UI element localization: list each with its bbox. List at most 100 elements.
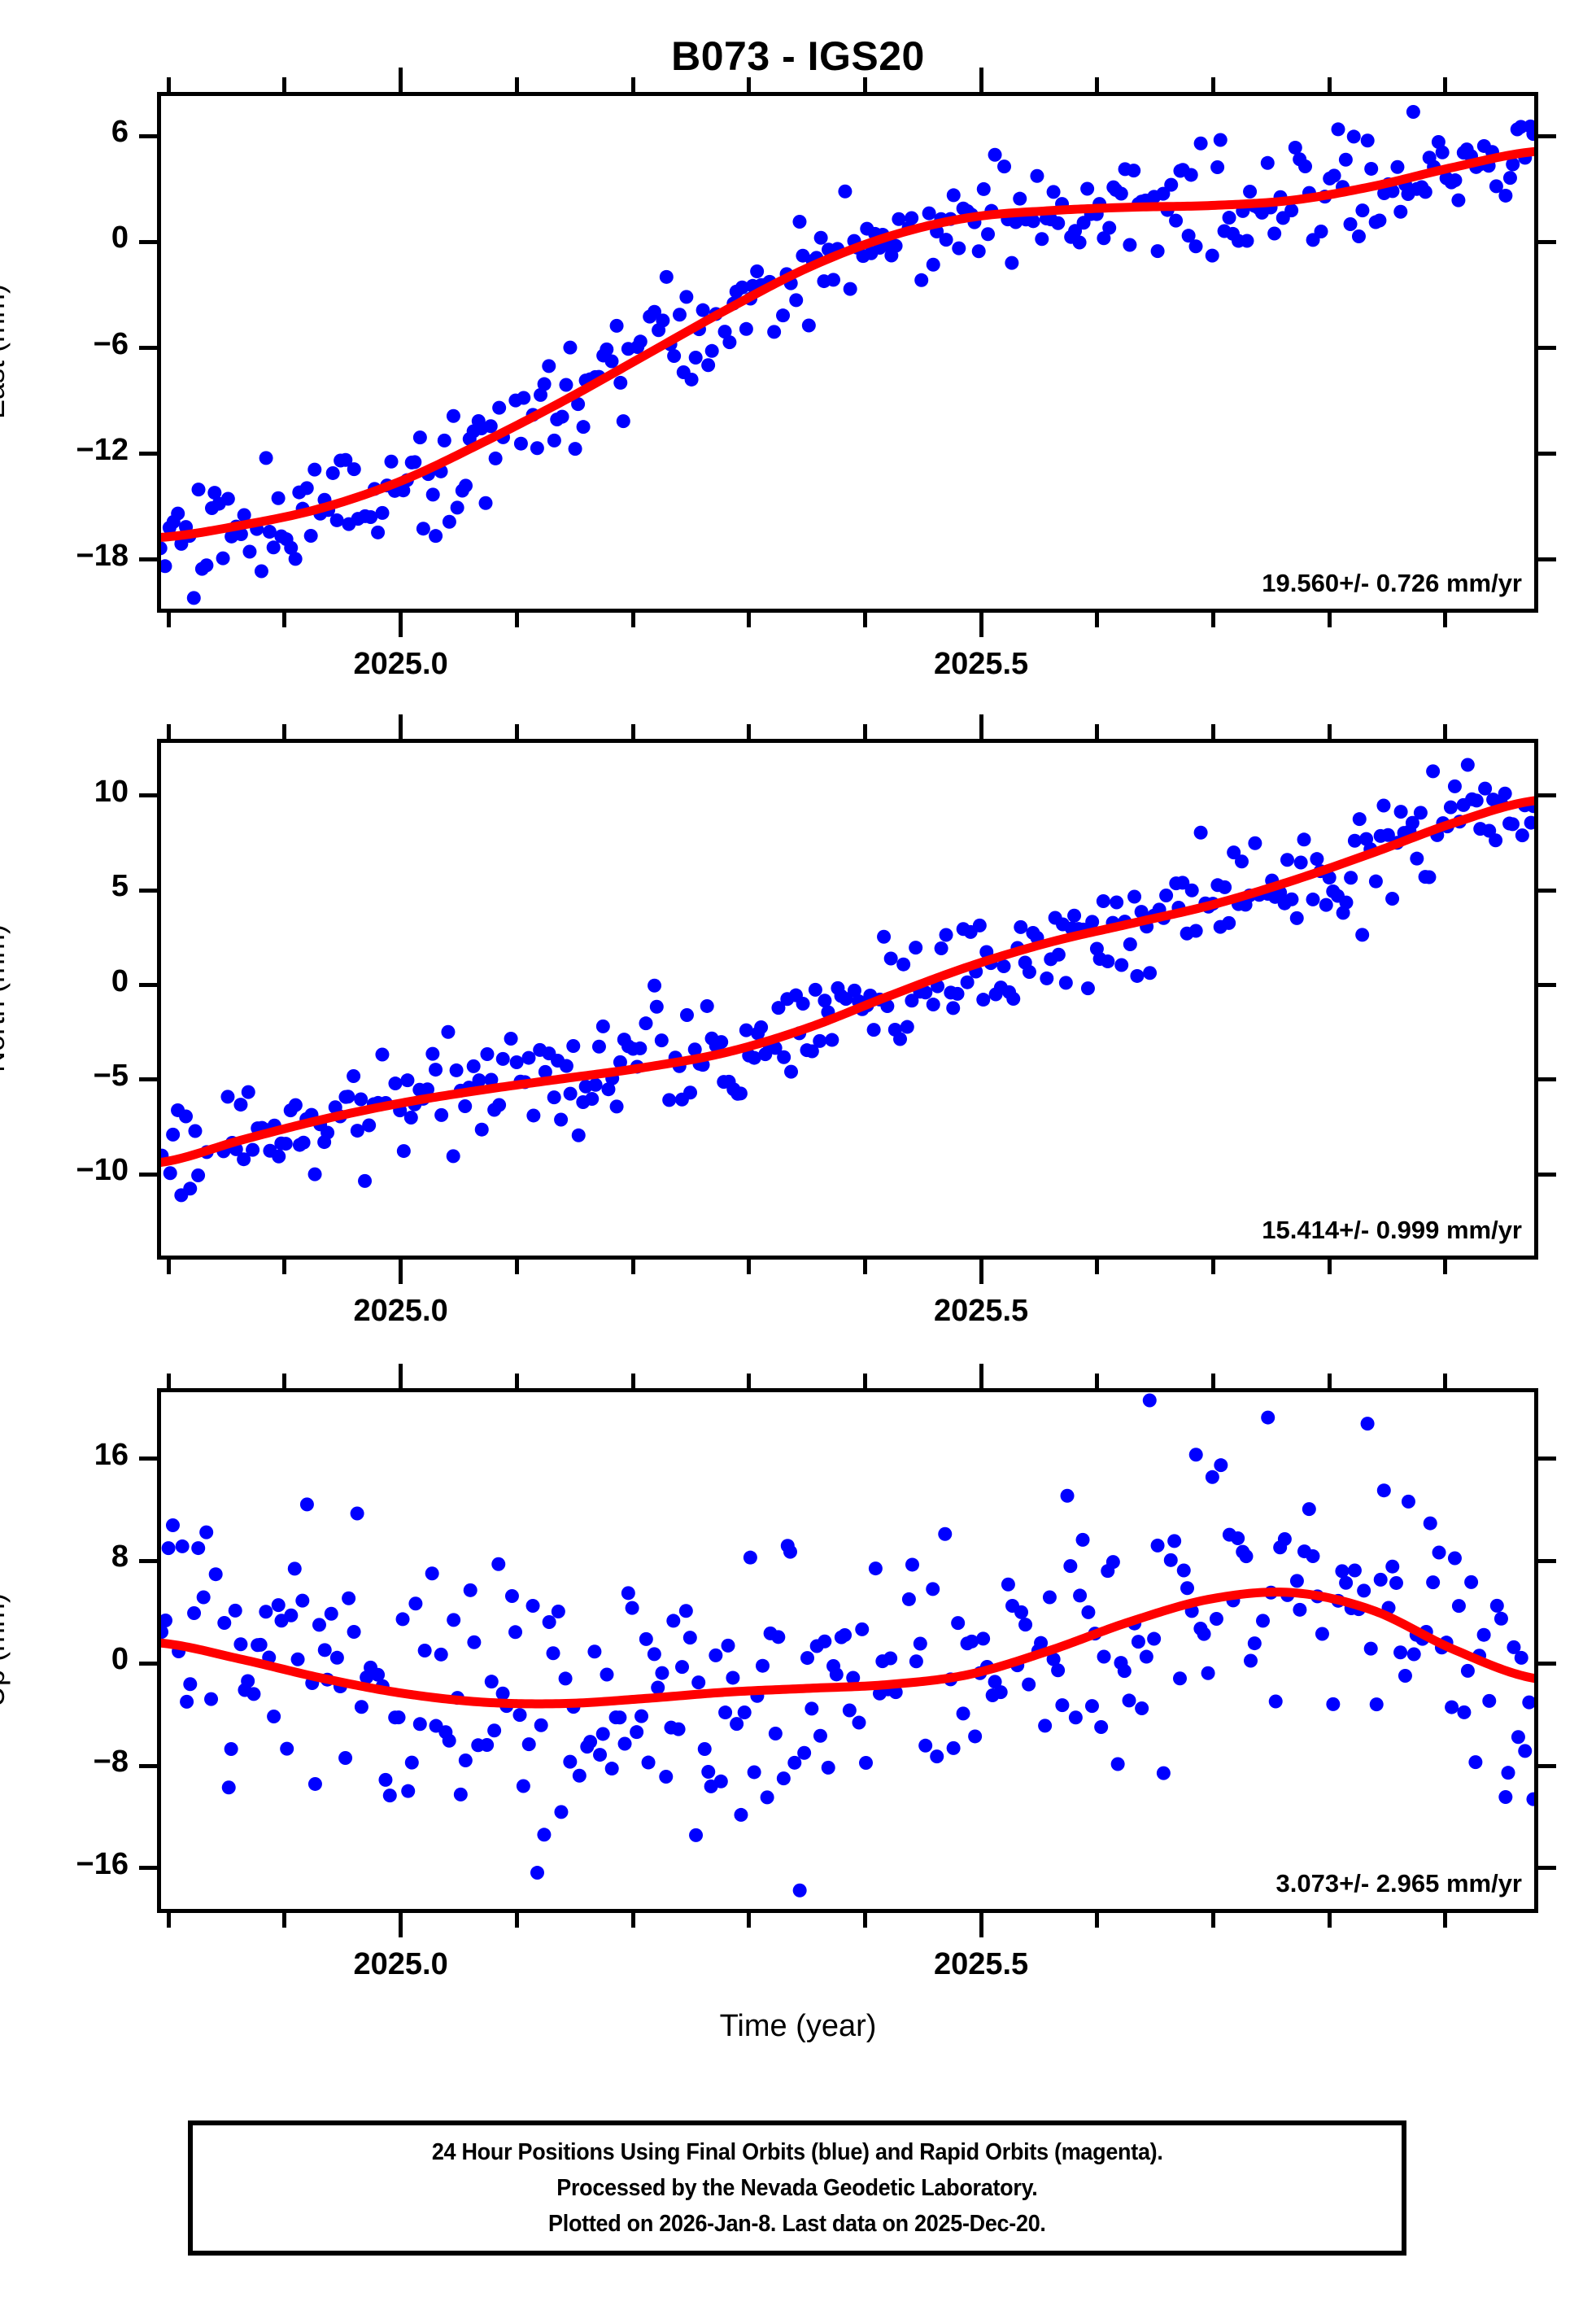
xtick-mark-up — [862, 1913, 867, 1928]
xtick-label-east-0: 2025.0 — [353, 647, 448, 681]
xtick-mark-top-north — [979, 714, 983, 739]
xtick-mark-east — [747, 613, 752, 627]
xtick-mark-top-north — [1443, 724, 1448, 739]
ytick-mark-up-2 — [139, 1661, 157, 1666]
ytick-mark-right-north-1 — [1538, 888, 1556, 893]
xtick-mark-top-east — [399, 68, 403, 92]
footer-note-box: 24 Hour Positions Using Final Orbits (bl… — [188, 2120, 1406, 2256]
xtick-mark-top-up — [166, 1374, 171, 1388]
footer-line-2: Processed by the Nevada Geodetic Laborat… — [556, 2174, 1038, 2201]
plot-area-north — [157, 739, 1538, 1260]
fit-curve-north — [161, 796, 1534, 1167]
xtick-mark-top-east — [514, 77, 519, 92]
xtick-label-up-0: 2025.0 — [353, 1947, 448, 1981]
xtick-mark-top-north — [1327, 724, 1332, 739]
xaxis-title: Time (year) — [719, 2009, 877, 2043]
xtick-mark-top-north — [1095, 724, 1100, 739]
ytick-mark-east-1 — [139, 239, 157, 244]
xtick-mark-top-up — [630, 1374, 635, 1388]
xtick-mark-top-north — [166, 724, 171, 739]
xtick-mark-top-east — [1095, 77, 1100, 92]
ytick-label-up-0: 16 — [94, 1437, 129, 1472]
plot-area-up — [157, 1388, 1538, 1913]
ytick-mark-north-3 — [139, 1077, 157, 1082]
ytick-mark-right-up-0 — [1538, 1457, 1556, 1461]
plot-canvas-east — [161, 105, 1534, 605]
ytick-mark-east-2 — [139, 346, 157, 351]
ytick-mark-north-1 — [139, 888, 157, 893]
ytick-mark-up-0 — [139, 1457, 157, 1461]
xtick-mark-top-north — [1210, 724, 1215, 739]
xtick-mark-up — [630, 1913, 635, 1928]
xtick-mark-top-north — [862, 724, 867, 739]
plot-canvas-north — [161, 758, 1534, 1203]
xtick-mark-up — [514, 1913, 519, 1928]
xtick-mark-top-east — [1327, 77, 1332, 92]
ytick-mark-right-up-2 — [1538, 1661, 1556, 1666]
ytick-mark-east-0 — [139, 133, 157, 138]
ytick-mark-right-up-4 — [1538, 1866, 1556, 1871]
xtick-mark-east — [399, 613, 403, 637]
data-points-up — [161, 1393, 1534, 1898]
xtick-mark-top-east — [1210, 77, 1215, 92]
xtick-mark-top-east — [862, 77, 867, 92]
xtick-mark-up — [1443, 1913, 1448, 1928]
xtick-mark-top-up — [747, 1374, 752, 1388]
xtick-mark-top-up — [514, 1374, 519, 1388]
xtick-mark-top-north — [282, 724, 287, 739]
data-points-east — [161, 105, 1534, 605]
xtick-mark-top-up — [862, 1374, 867, 1388]
xtick-mark-up — [282, 1913, 287, 1928]
xtick-mark-top-east — [166, 77, 171, 92]
ytick-mark-right-up-3 — [1538, 1763, 1556, 1768]
xtick-mark-east — [1095, 613, 1100, 627]
xtick-mark-east — [862, 613, 867, 627]
ytick-mark-east-3 — [139, 452, 157, 456]
yaxis-title-up: Up (mm) — [0, 1592, 11, 1707]
fit-curve-east — [161, 146, 1534, 542]
xtick-mark-east — [1327, 613, 1332, 627]
xtick-mark-north — [1210, 1260, 1215, 1274]
xtick-mark-up — [1210, 1913, 1215, 1928]
xtick-mark-north — [1327, 1260, 1332, 1274]
yaxis-title-east: East (mm) — [0, 284, 11, 419]
xtick-mark-east — [979, 613, 983, 637]
ytick-mark-right-east-2 — [1538, 346, 1556, 351]
xtick-mark-up — [979, 1913, 983, 1937]
ytick-label-east-3: −12 — [76, 432, 129, 467]
xtick-label-north-0: 2025.0 — [353, 1294, 448, 1328]
ytick-label-up-1: 8 — [111, 1540, 129, 1574]
ytick-mark-right-east-0 — [1538, 133, 1556, 138]
plot-canvas-up — [161, 1393, 1534, 1898]
ytick-mark-right-east-4 — [1538, 557, 1556, 562]
ytick-label-east-2: −6 — [93, 326, 129, 361]
fit-curve-up — [161, 1588, 1534, 1709]
xtick-mark-top-north — [514, 724, 519, 739]
xtick-mark-east — [630, 613, 635, 627]
xtick-label-up-1: 2025.5 — [933, 1947, 1029, 1981]
xtick-mark-top-north — [747, 724, 752, 739]
xtick-mark-east — [514, 613, 519, 627]
xtick-mark-north — [630, 1260, 635, 1274]
ytick-label-north-4: −10 — [76, 1153, 129, 1188]
ytick-label-up-3: −8 — [93, 1745, 129, 1780]
footer-line-1: 24 Hour Positions Using Final Orbits (bl… — [431, 2138, 1163, 2165]
xtick-mark-north — [166, 1260, 171, 1274]
ytick-mark-up-1 — [139, 1558, 157, 1563]
xtick-mark-top-up — [1443, 1374, 1448, 1388]
footer-line-3: Plotted on 2026-Jan-8. Last data on 2025… — [548, 2211, 1046, 2238]
ytick-label-east-4: −18 — [76, 538, 129, 573]
xtick-mark-top-up — [1327, 1374, 1332, 1388]
xtick-mark-top-east — [1443, 77, 1448, 92]
xtick-mark-north — [979, 1260, 983, 1284]
ytick-label-north-0: 10 — [94, 774, 129, 809]
xtick-label-east-1: 2025.5 — [933, 647, 1029, 681]
ytick-mark-right-east-1 — [1538, 239, 1556, 244]
ytick-label-east-1: 0 — [111, 221, 129, 255]
xtick-mark-up — [747, 1913, 752, 1928]
xtick-mark-north — [747, 1260, 752, 1274]
xtick-mark-east — [1443, 613, 1448, 627]
xtick-mark-up — [1095, 1913, 1100, 1928]
ytick-mark-right-north-0 — [1538, 793, 1556, 798]
ytick-label-up-4: −16 — [76, 1846, 129, 1881]
